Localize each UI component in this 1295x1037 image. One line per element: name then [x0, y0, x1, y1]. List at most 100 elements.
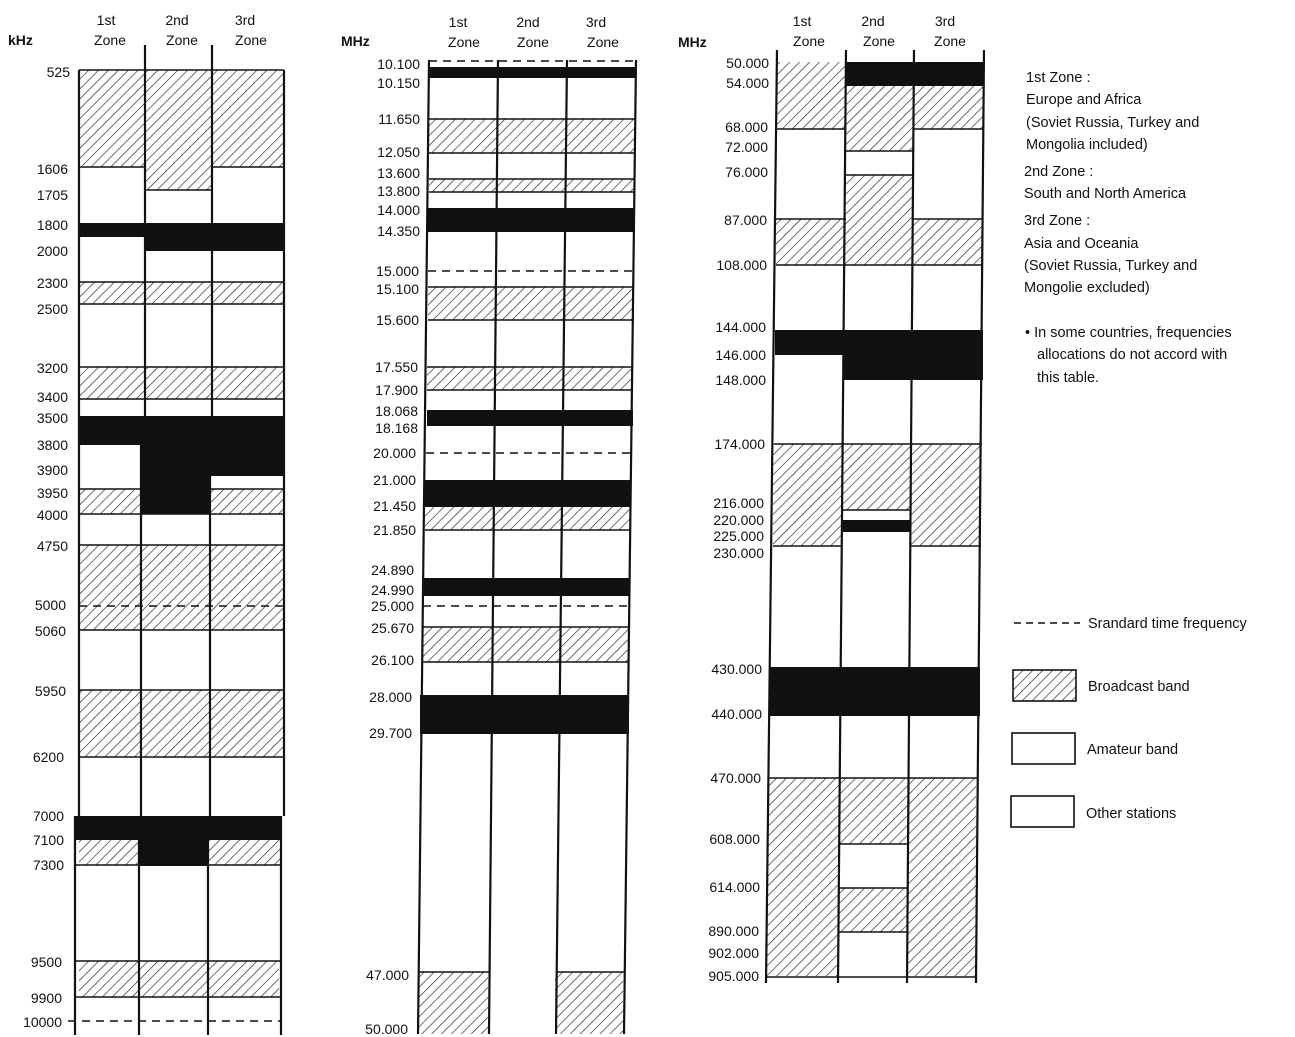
freq-label: 13.800 — [377, 183, 420, 199]
zone1-header-ordinal: 1st — [793, 13, 812, 29]
freq-label: 17.900 — [375, 382, 418, 398]
freq-label: 440.000 — [711, 706, 762, 722]
note-line: this table. — [1037, 370, 1099, 386]
zone3-line: Asia and Oceania — [1024, 236, 1139, 252]
zone1-title: 1st Zone : — [1026, 70, 1090, 86]
frequency-labels: 10.100 10.150 11.650 12.050 13.600 13.80… — [365, 56, 420, 1037]
freq-label: 148.000 — [715, 372, 766, 388]
freq-label: 5000 — [35, 597, 66, 613]
freq-label: 21.000 — [373, 472, 416, 488]
frequency-labels: 525 1606 1705 1800 2000 2300 2500 3200 3… — [23, 64, 70, 1030]
freq-label: 9500 — [31, 954, 62, 970]
freq-label: 2000 — [37, 243, 68, 259]
freq-label: 216.000 — [713, 495, 764, 511]
zone2-line: South and North America — [1024, 186, 1187, 202]
band-boundaries — [75, 69, 284, 998]
freq-label: 3900 — [37, 462, 68, 478]
freq-label: 146.000 — [715, 347, 766, 363]
freq-label: 15.100 — [376, 281, 419, 297]
zone2-header-ordinal: 2nd — [516, 14, 539, 30]
zone1-header-ordinal: 1st — [449, 14, 468, 30]
zone1-header-word: Zone — [448, 34, 480, 50]
zone3-title: 3rd Zone : — [1024, 213, 1090, 229]
zone1-line: Mongolia included) — [1026, 137, 1148, 153]
zone2-header-word: Zone — [517, 34, 549, 50]
freq-label: 50.000 — [726, 55, 769, 71]
freq-label: 26.100 — [371, 652, 414, 668]
zone1-header-ordinal: 1st — [97, 12, 116, 28]
column-lines — [416, 59, 638, 1035]
unit-label: kHz — [8, 32, 33, 48]
freq-label: 24.990 — [371, 582, 414, 598]
zone3-header-ordinal: 3rd — [935, 13, 955, 29]
freq-label: 68.000 — [725, 119, 768, 135]
freq-label: 3950 — [37, 485, 68, 501]
freq-label: 25.000 — [371, 598, 414, 614]
freq-label: 24.890 — [371, 562, 414, 578]
zone3-header-ordinal: 3rd — [586, 14, 606, 30]
zone1-line: (Soviet Russia, Turkey and — [1026, 115, 1199, 131]
amateur-swatch — [1011, 732, 1076, 765]
standard-time-lines — [68, 605, 284, 1022]
zone1-header-word: Zone — [793, 33, 825, 49]
zones-legend: 1st Zone : Europe and Africa (Soviet Rus… — [1024, 70, 1232, 386]
zone3-header-word: Zone — [587, 34, 619, 50]
freq-label: 6200 — [33, 749, 64, 765]
unit-label: MHz — [678, 34, 707, 50]
note-line: • In some countries, frequencies — [1025, 325, 1232, 341]
standard-time-lines — [423, 60, 636, 607]
freq-label: 3200 — [37, 360, 68, 376]
freq-label: 220.000 — [713, 512, 764, 528]
freq-label: 10.100 — [377, 56, 420, 72]
freq-label: 2500 — [37, 301, 68, 317]
freq-label: 890.000 — [708, 923, 759, 939]
panel-mhz-hf: 1st Zone 2nd Zone 3rd Zone MHz — [341, 14, 638, 1037]
freq-label: 87.000 — [724, 212, 767, 228]
broadcast-bands — [767, 62, 984, 976]
freq-label: 4750 — [37, 538, 68, 554]
freq-label: 144.000 — [715, 319, 766, 335]
column-lines — [764, 49, 986, 984]
freq-label: 230.000 — [713, 545, 764, 561]
freq-label: 7100 — [33, 832, 64, 848]
freq-label: 29.700 — [369, 725, 412, 741]
broadcast-swatch — [1012, 669, 1077, 702]
frequency-labels: 50.000 54.000 68.000 72.000 76.000 87.00… — [708, 55, 769, 984]
zone3-header-word: Zone — [934, 33, 966, 49]
freq-label: 525 — [47, 64, 71, 80]
amateur-bands — [75, 223, 284, 866]
other-stations-label: Other stations — [1086, 806, 1176, 822]
broadcast-bands — [79, 70, 284, 997]
freq-label: 54.000 — [726, 75, 769, 91]
panel-khz: 1st Zone 2nd Zone 3rd Zone kHz — [8, 12, 286, 1035]
unit-label: MHz — [341, 33, 370, 49]
zone1-header-word: Zone — [94, 32, 126, 48]
zone3-header-word: Zone — [235, 32, 267, 48]
zone3-line: (Soviet Russia, Turkey and — [1024, 258, 1197, 274]
note-line: allocations do not accord with — [1037, 347, 1227, 363]
freq-label: 28.000 — [369, 689, 412, 705]
freq-label: 1705 — [37, 187, 68, 203]
freq-label: 608.000 — [709, 831, 760, 847]
amateur-bands — [769, 62, 984, 716]
freq-label: 5060 — [35, 623, 66, 639]
freq-label: 2300 — [37, 275, 68, 291]
freq-label: 614.000 — [709, 879, 760, 895]
standard-time-label: Srandard time frequency — [1088, 616, 1248, 632]
band-boundaries — [766, 128, 984, 978]
freq-label: 15.000 — [376, 263, 419, 279]
freq-label: 18.068 — [375, 403, 418, 419]
freq-label: 4000 — [37, 507, 68, 523]
amateur-label: Amateur band — [1087, 742, 1178, 758]
freq-label: 108.000 — [716, 257, 767, 273]
band-boundaries — [418, 118, 635, 973]
freq-label: 12.050 — [377, 144, 420, 160]
freq-label: 7000 — [33, 808, 64, 824]
freq-label: 25.670 — [371, 620, 414, 636]
zone2-header-word: Zone — [863, 33, 895, 49]
freq-label: 225.000 — [713, 528, 764, 544]
freq-label: 18.168 — [375, 420, 418, 436]
key-legend: Srandard time frequency Broadcast band A… — [1010, 616, 1248, 828]
freq-label: 14.350 — [377, 223, 420, 239]
